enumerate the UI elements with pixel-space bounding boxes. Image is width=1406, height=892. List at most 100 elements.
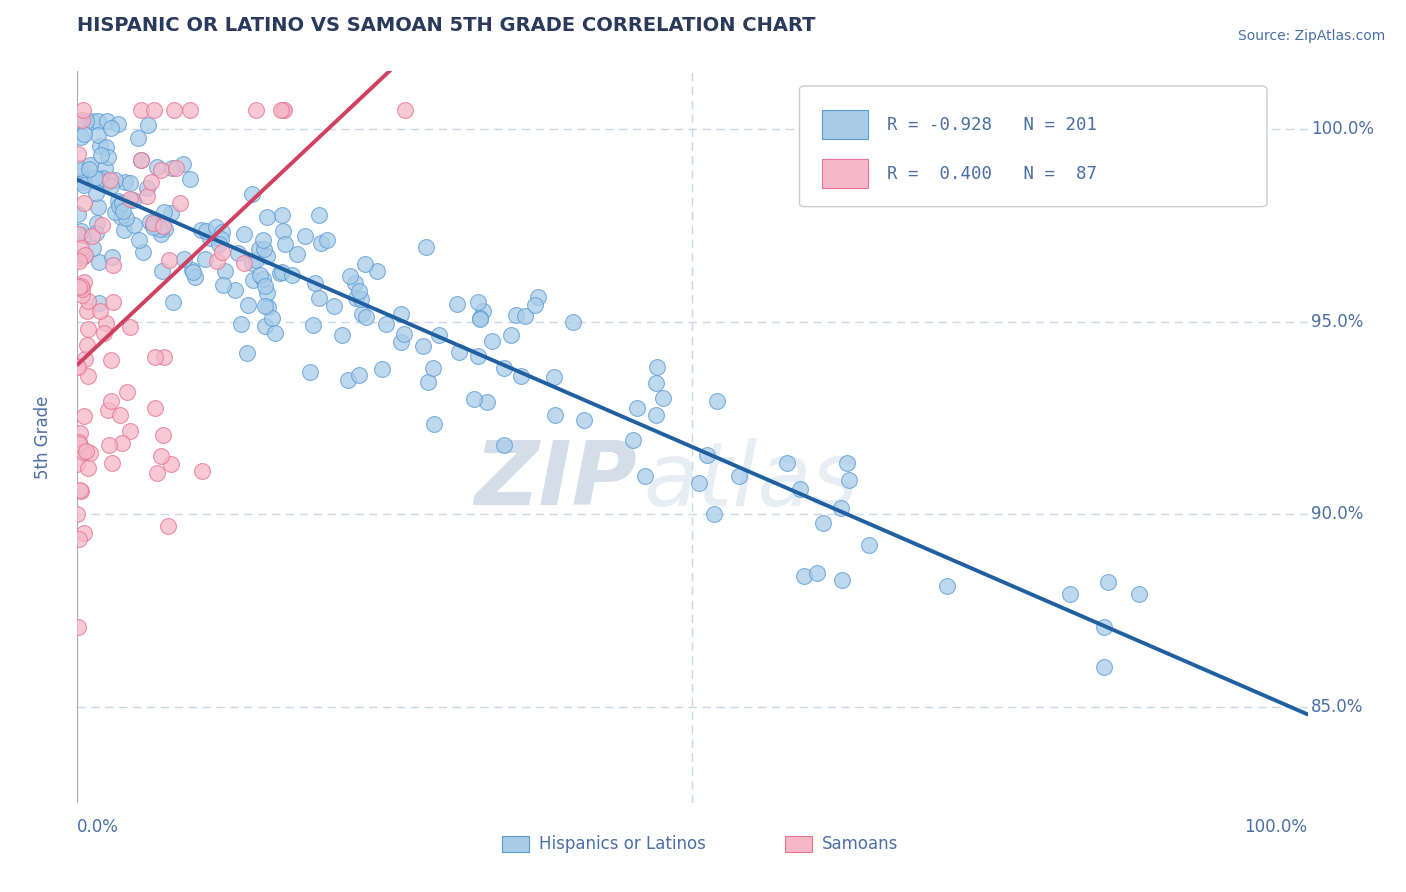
Bar	[502, 836, 529, 852]
Point	[69, 129, 91, 144]
Point	[270, 103, 292, 117]
Point	[304, 277, 326, 291]
Point	[233, 256, 256, 270]
Point	[793, 569, 815, 583]
Point	[162, 295, 184, 310]
Point	[70, 282, 93, 296]
Point	[179, 103, 201, 117]
Point	[86, 216, 108, 230]
Point	[66, 507, 89, 521]
Point	[285, 247, 308, 261]
Point	[136, 180, 159, 194]
Point	[626, 401, 648, 415]
Point	[214, 264, 236, 278]
Point	[271, 103, 294, 117]
Point	[422, 361, 444, 376]
Text: Samoans: Samoans	[821, 835, 898, 853]
Point	[97, 150, 120, 164]
Point	[806, 566, 828, 581]
Point	[163, 103, 186, 117]
Point	[70, 163, 93, 178]
Point	[72, 444, 94, 458]
Point	[141, 174, 163, 188]
Point	[67, 114, 90, 128]
Point	[80, 114, 103, 128]
Text: 90.0%: 90.0%	[1312, 505, 1364, 523]
Point	[75, 352, 97, 367]
Point	[838, 473, 860, 487]
Text: Hispanics or Latinos: Hispanics or Latinos	[538, 835, 706, 853]
Point	[311, 236, 333, 251]
Point	[143, 401, 166, 416]
Point	[93, 161, 115, 176]
Point	[172, 156, 194, 170]
Point	[75, 114, 97, 128]
Point	[492, 438, 515, 452]
Point	[69, 483, 91, 497]
Point	[181, 262, 204, 277]
Point	[131, 153, 153, 167]
Point	[256, 210, 278, 224]
Point	[66, 457, 89, 471]
Point	[470, 310, 492, 325]
Point	[142, 103, 165, 117]
Point	[371, 361, 394, 376]
Point	[1092, 660, 1115, 674]
Point	[70, 241, 93, 255]
Point	[115, 384, 138, 399]
Point	[392, 327, 415, 342]
Point	[100, 352, 122, 367]
Point	[73, 127, 96, 141]
Point	[118, 425, 141, 439]
Point	[83, 170, 105, 185]
Point	[107, 194, 129, 208]
Point	[235, 345, 257, 359]
Point	[120, 192, 142, 206]
Point	[153, 205, 176, 219]
Point	[270, 208, 292, 222]
Point	[110, 436, 132, 450]
Point	[87, 296, 110, 310]
Point	[66, 359, 89, 374]
Point	[77, 293, 100, 308]
Point	[101, 258, 124, 272]
Point	[316, 233, 339, 247]
Point	[543, 370, 565, 384]
Point	[463, 392, 485, 406]
Point	[245, 103, 267, 117]
Point	[108, 198, 131, 212]
Point	[224, 283, 246, 297]
Text: atlas: atlas	[644, 438, 858, 524]
Point	[652, 391, 675, 405]
Point	[173, 252, 195, 267]
Point	[142, 220, 165, 235]
Point	[835, 456, 858, 470]
Point	[76, 304, 98, 318]
Point	[347, 368, 370, 382]
Point	[122, 219, 145, 233]
Point	[1097, 574, 1119, 589]
Point	[858, 538, 880, 552]
Point	[100, 120, 122, 135]
Point	[72, 227, 94, 242]
Point	[101, 295, 124, 310]
Point	[73, 409, 96, 424]
Point	[247, 243, 270, 257]
Text: 95.0%: 95.0%	[1312, 312, 1364, 331]
Point	[160, 206, 183, 220]
Point	[73, 525, 96, 540]
Point	[374, 317, 396, 331]
Text: 0.0%: 0.0%	[77, 818, 120, 836]
Text: ZIP: ZIP	[474, 437, 637, 524]
Point	[412, 339, 434, 353]
Point	[281, 268, 304, 283]
Point	[299, 365, 322, 379]
Point	[696, 448, 718, 462]
Point	[352, 307, 374, 321]
Point	[572, 413, 595, 427]
Point	[472, 304, 495, 318]
Point	[394, 103, 416, 117]
Point	[96, 114, 118, 128]
Point	[87, 114, 110, 128]
Point	[87, 255, 110, 269]
